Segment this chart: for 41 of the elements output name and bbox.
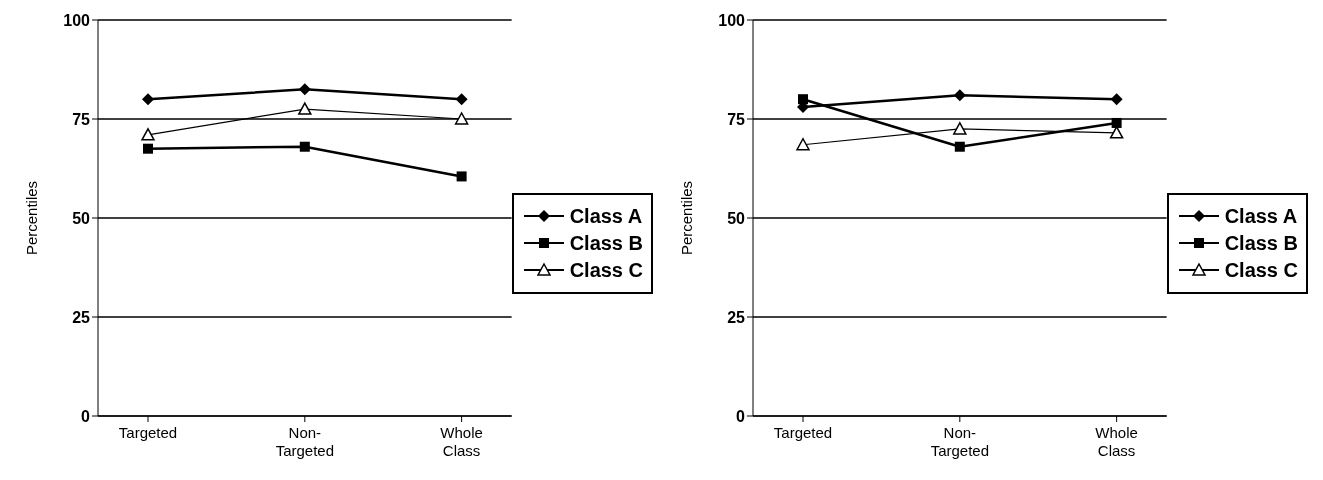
y-tick-label: 100: [718, 11, 746, 29]
y-tick-label: 100: [63, 11, 91, 29]
point: [798, 94, 808, 105]
point: [953, 89, 966, 102]
point: [455, 93, 468, 106]
y-tick-label: 25: [727, 308, 746, 326]
y-tick-label: 0: [81, 407, 91, 425]
y-tick-label: 50: [727, 209, 746, 227]
y-axis-title: Percentiles: [678, 180, 696, 256]
legend-label: Class A: [1224, 204, 1298, 228]
point: [298, 102, 312, 115]
point: [953, 122, 967, 135]
point: [141, 128, 155, 141]
y-tick-label: 75: [72, 110, 91, 128]
x-tick-label: Non-Targeted: [930, 424, 989, 459]
point: [298, 83, 311, 96]
legend-label: Class A: [569, 204, 643, 228]
x-tick-label: Non-Targeted: [275, 424, 334, 459]
x-tick-label: Targeted: [118, 424, 178, 441]
legend-label: Class C: [569, 258, 643, 282]
point: [299, 141, 310, 152]
point: [456, 171, 467, 182]
y-tick-label: 25: [72, 308, 91, 326]
y-tick-label: 75: [727, 110, 746, 128]
y-tick-label: 50: [72, 209, 91, 227]
point: [1110, 93, 1123, 106]
x-tick-label: Whole Class: [440, 424, 483, 459]
point: [954, 141, 965, 152]
point: [454, 112, 469, 125]
point: [142, 93, 154, 106]
point: [143, 143, 153, 154]
legend-label: Class B: [569, 231, 643, 255]
point: [1109, 126, 1124, 139]
x-tick-label: Targeted: [773, 424, 833, 441]
point: [1111, 117, 1122, 128]
legend-label: Class B: [1224, 231, 1298, 255]
x-tick-label: Whole Class: [1095, 424, 1138, 459]
legend-label: Class C: [1224, 258, 1298, 282]
point: [796, 137, 810, 151]
y-axis-title: Percentiles: [23, 180, 41, 256]
y-tick-label: 0: [736, 407, 746, 425]
